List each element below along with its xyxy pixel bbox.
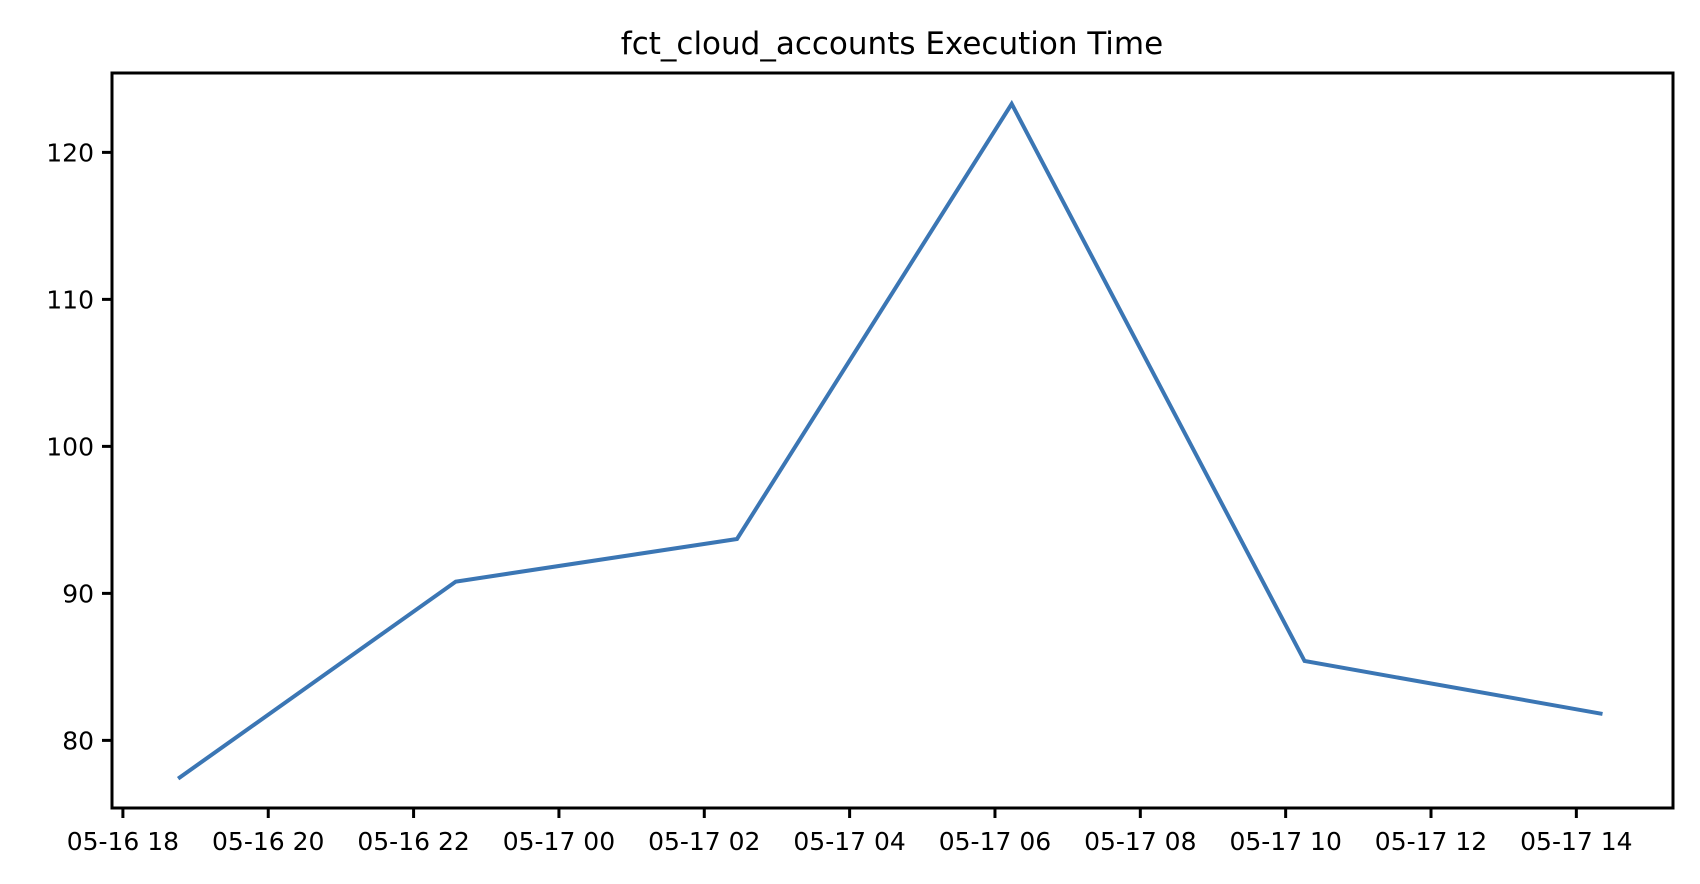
x-tick-label: 05-17 06: [939, 827, 1051, 856]
plot-frame: [110, 71, 1675, 810]
chart-title: fct_cloud_accounts Execution Time: [621, 26, 1163, 62]
data-series: [176, 99, 1603, 781]
x-tick-label: 05-16 22: [357, 827, 469, 856]
x-tick-label: 05-17 00: [503, 827, 615, 856]
x-tick-label: 05-17 10: [1229, 827, 1341, 856]
x-axis-ticks: 05-16 18 05-16 20 05-16 22 05-17 00 05-17 02…: [67, 808, 1633, 856]
x-tick-label: 05-16 20: [212, 827, 324, 856]
y-tick-label: 100: [46, 432, 94, 461]
y-tick-label: 90: [62, 579, 94, 608]
series-line-execution-time: [176, 99, 1603, 781]
x-tick-label: 05-16 18: [67, 827, 179, 856]
x-tick-label: 05-17 02: [648, 827, 760, 856]
x-tick-label: 05-17 14: [1520, 827, 1632, 856]
x-tick-label: 05-17 04: [793, 827, 905, 856]
y-tick-label: 110: [46, 285, 94, 314]
y-tick-label: 80: [62, 726, 94, 755]
x-tick-label: 05-17 08: [1084, 827, 1196, 856]
y-tick-label: 120: [46, 138, 94, 167]
x-tick-label: 05-17 12: [1375, 827, 1487, 856]
plot-spines: [110, 71, 1675, 810]
y-axis-ticks: 80 90 100 110 120: [46, 138, 112, 755]
